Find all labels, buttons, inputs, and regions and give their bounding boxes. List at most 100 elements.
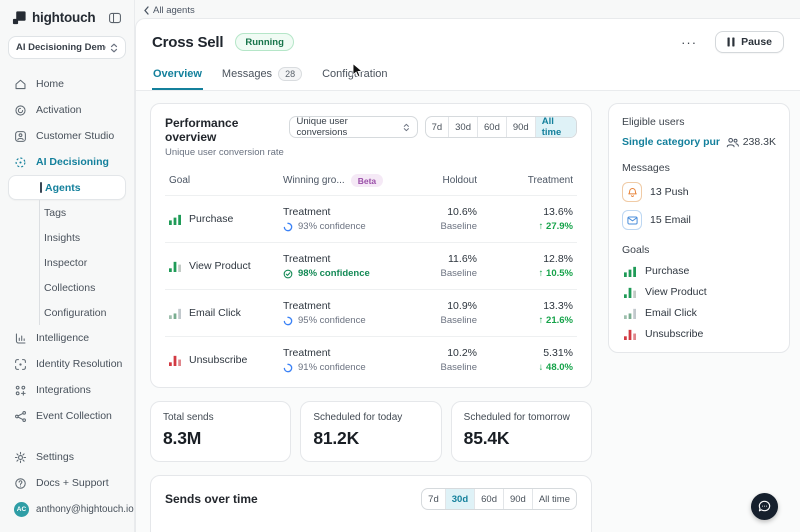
sends-bar-chart: 40K (165, 524, 577, 532)
stats-row: Total sends 8.3M Scheduled for today 81.… (150, 401, 592, 462)
range-30d-button[interactable]: 30d (444, 489, 475, 509)
sidebar-item-label: Insights (44, 231, 81, 244)
range-60d-button[interactable]: 60d (474, 489, 503, 509)
sidebar-item-ai-decisioning[interactable]: AI Decisioning (8, 149, 126, 175)
sidebar-item-docs-support[interactable]: Docs + Support (8, 470, 126, 496)
goal-list-item[interactable]: Purchase (622, 265, 776, 277)
sidebar-item-event-collection[interactable]: Event Collection (8, 403, 126, 429)
email-count-label: 15 Email (650, 214, 691, 226)
sidebar-item-label: Identity Resolution (36, 358, 123, 370)
push-icon (622, 182, 642, 202)
holdout-label: Baseline (440, 221, 477, 232)
table-row[interactable]: Unsubscribe Treatment 91% confidence 10.… (165, 336, 577, 383)
sidebar-item-activation[interactable]: Activation (8, 97, 126, 123)
pause-button-label: Pause (741, 36, 772, 48)
tab-overview[interactable]: Overview (152, 62, 203, 90)
sidebar-item-home[interactable]: Home (8, 71, 126, 97)
treatment-delta: ↑ 21.6% (538, 315, 573, 326)
col-holdout: Holdout (442, 175, 477, 186)
range-90d-button[interactable]: 90d (505, 117, 535, 137)
range-alltime-button[interactable]: All time (534, 117, 576, 137)
messages-count-badge: 28 (278, 67, 303, 81)
account-menu[interactable]: AC anthony@hightouch.io (8, 496, 134, 522)
performance-title: Performance overview (165, 116, 239, 144)
treatment-value: 12.8% (543, 253, 573, 265)
activation-icon (15, 104, 26, 116)
selector-chevrons-icon (110, 43, 118, 52)
goal-name: Email Click (645, 307, 697, 319)
right-column: Eligible users Single category pur... 23… (608, 103, 790, 353)
treatment-value: 13.6% (543, 206, 573, 218)
avatar: AC (14, 501, 29, 517)
pause-button[interactable]: Pause (715, 31, 784, 53)
tab-label: Configuration (322, 68, 388, 80)
sidebar-item-customer-studio[interactable]: Customer Studio (8, 123, 126, 149)
sidebar-item-collections[interactable]: Collections (8, 275, 126, 300)
eligible-users-label: Eligible users (622, 116, 685, 128)
sidebar-item-label: Inspector (44, 256, 88, 269)
sidebar-item-configuration[interactable]: Configuration (8, 300, 126, 325)
range-60d-button[interactable]: 60d (477, 117, 506, 137)
treatment-value: 5.31% (543, 347, 573, 359)
range-90d-button[interactable]: 90d (502, 489, 532, 509)
workspace-selector[interactable]: AI Decisioning Demo - ... (8, 36, 126, 59)
stat-label: Scheduled for today (313, 412, 403, 423)
select-chevrons-icon (403, 123, 409, 131)
table-row[interactable]: View Product Treatment 98% confidence 11… (165, 242, 577, 289)
eligible-users-value: 238.3K (742, 136, 776, 148)
ai-decisioning-icon (15, 157, 26, 167)
customer-studio-icon (15, 130, 26, 142)
sidebar-item-label: AI Decisioning (36, 156, 109, 168)
range-7d-button[interactable]: 7d (428, 493, 439, 505)
sidebar-item-label: Integrations (36, 384, 91, 396)
stat-label: Total sends (163, 412, 214, 423)
winning-group: Treatment (283, 300, 331, 312)
holdout-label: Baseline (440, 362, 477, 373)
goal-name: Unsubscribe (189, 354, 248, 366)
sidebar-item-tags[interactable]: Tags (8, 200, 126, 225)
range-7d-button[interactable]: 7d (431, 121, 443, 133)
breadcrumb[interactable]: All agents (143, 4, 195, 16)
sidebar-item-label: Event Collection (36, 410, 112, 422)
sends-title: Sends over time (165, 492, 258, 506)
sidebar-footer: Settings Docs + Support AC anthony@hight… (8, 444, 134, 522)
more-menu-button[interactable]: ··· (681, 34, 698, 50)
sidebar-item-agents[interactable]: Agents (8, 175, 126, 200)
range-30d-button[interactable]: 30d (448, 117, 477, 137)
sidebar-item-label: Settings (36, 451, 74, 463)
push-count-label: 13 Push (650, 186, 689, 198)
tab-label: Messages (221, 68, 273, 80)
workspace-name: AI Decisioning Demo - ... (16, 42, 106, 53)
winning-group: Treatment (283, 206, 331, 218)
sidebar-item-integrations[interactable]: Integrations (8, 377, 126, 403)
sidebar-item-intelligence[interactable]: Intelligence (8, 325, 126, 351)
sidebar-item-inspector[interactable]: Inspector (8, 250, 126, 275)
tab-configuration[interactable]: Configuration (321, 62, 388, 90)
sidebar-item-label: Configuration (44, 306, 107, 319)
treatment-delta: ↑ 10.5% (538, 268, 573, 279)
table-row[interactable]: Email Click Treatment 95% confidence 10.… (165, 289, 577, 336)
sidebar-item-insights[interactable]: Insights (8, 225, 126, 250)
sidebar-item-label: Intelligence (36, 332, 90, 344)
audience-link[interactable]: Single category pur... (622, 136, 720, 148)
metric-select[interactable]: Unique user conversions (288, 116, 418, 138)
goal-list-item[interactable]: Unsubscribe (622, 328, 776, 340)
confidence-check-icon (283, 269, 293, 278)
goal-list-item[interactable]: View Product (622, 286, 776, 298)
chat-support-button[interactable] (751, 493, 778, 520)
table-row[interactable]: Purchase Treatment 93% confidence 10.6% … (165, 196, 577, 242)
sidebar-collapse-icon[interactable] (108, 11, 122, 25)
goal-bars-icon (624, 308, 636, 319)
goal-list-item[interactable]: Email Click (622, 307, 776, 319)
tab-messages[interactable]: Messages 28 (221, 62, 303, 90)
confidence-label: 95% confidence (298, 315, 366, 326)
confidence-label: 98% confidence (298, 268, 370, 279)
home-icon (15, 79, 26, 89)
sidebar-item-settings[interactable]: Settings (8, 444, 126, 470)
confidence-pending-icon (283, 316, 293, 325)
goal-bars-icon (624, 266, 636, 277)
overview-content: Performance overview Unique user convers… (136, 91, 800, 532)
main-panel: Cross Sell Running ··· Pause Overview Me… (135, 18, 800, 532)
sidebar-item-identity-resolution[interactable]: Identity Resolution (8, 351, 126, 377)
range-alltime-button[interactable]: All time (531, 489, 576, 509)
